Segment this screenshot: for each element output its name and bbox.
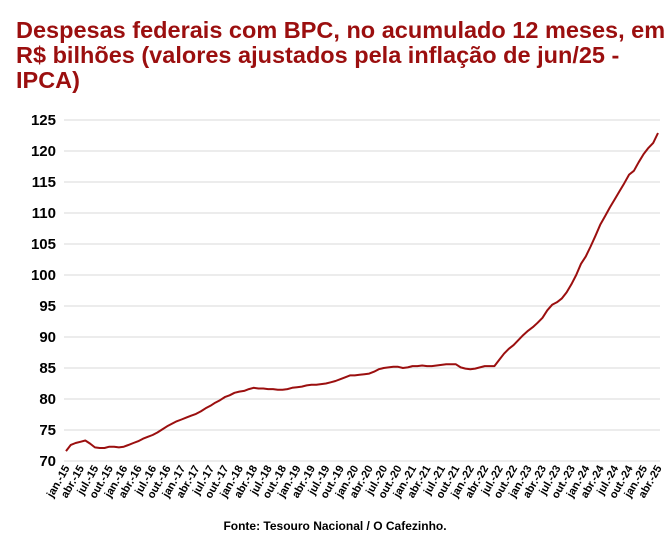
- y-tick-label: 70: [39, 453, 56, 470]
- series-layer: [65, 132, 659, 452]
- y-tick-label: 85: [39, 360, 56, 377]
- y-tick-label: 75: [39, 422, 56, 439]
- chart-title: Despesas federais com BPC, no acumulado …: [16, 17, 666, 93]
- y-tick-label: 100: [31, 267, 56, 284]
- line-chart: 70 75 80 85 90 95 100 105 110 115 120 125 jan.-15ab…: [31, 112, 665, 501]
- y-tick-label: 110: [32, 205, 56, 222]
- y-tick-label: 125: [31, 112, 56, 129]
- chart-source: Fonte: Tesouro Nacional / O Cafezinho.: [223, 519, 447, 533]
- y-tick-label: 95: [39, 298, 56, 315]
- gridlines: [64, 119, 660, 462]
- y-tick-label: 105: [31, 236, 56, 253]
- x-axis-tick-labels: jan.-15abr.-15jul.-15out.-15jan.-16abr.-…: [44, 463, 664, 501]
- series-line: [65, 132, 659, 452]
- y-tick-label: 80: [39, 391, 56, 408]
- y-tick-label: 115: [32, 174, 56, 191]
- y-tick-label: 120: [31, 143, 56, 160]
- y-tick-label: 90: [39, 329, 56, 346]
- y-axis-tick-labels: 70 75 80 85 90 95 100 105 110 115 120 125: [31, 112, 56, 470]
